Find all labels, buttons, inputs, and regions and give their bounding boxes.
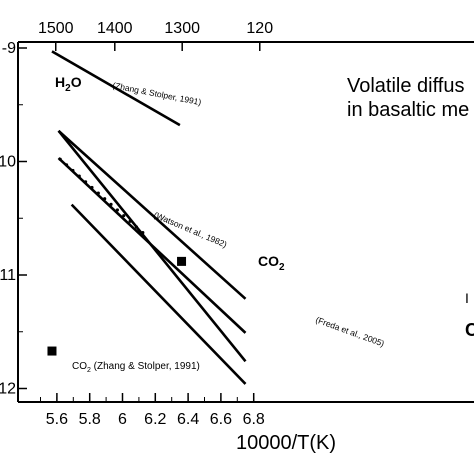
series-line-6 [58, 157, 149, 239]
top-tick-label: 1300 [164, 20, 200, 37]
watson-annotation: (Watson et al., 1982) [152, 210, 228, 250]
right-edge-label-1: I [465, 290, 469, 306]
right-edge-label-2: C [465, 320, 474, 340]
chart-title: Volatile diffus [347, 75, 465, 97]
data-point-square-1 [177, 256, 187, 266]
chart-title-line2: in basaltic me [347, 99, 469, 121]
legend-co2-label: CO2 (Zhang & Stolper, 1991) [72, 361, 200, 374]
y-ticks: -9 10 -11 12 [0, 40, 27, 398]
x-tick-label: 6.2 [144, 411, 166, 428]
x-ticks: 5.6 5.8 6 6.2 6.4 6.6 6.8 [40, 393, 265, 428]
x-tick-label: 5.6 [46, 411, 68, 428]
y-tick-label: -9 [2, 40, 16, 57]
y-tick-label: -11 [0, 267, 16, 284]
series-line-1 [51, 50, 181, 127]
top-tick-label: 120 [246, 20, 273, 37]
top-ticks: 1500 1400 1300 120 [38, 20, 273, 51]
x-axis-label: 10000/T(K) [236, 432, 336, 454]
x-tick-label: 6.6 [210, 411, 232, 428]
co2-label: CO2 [258, 253, 285, 273]
x-tick-label: 6 [118, 411, 127, 428]
series-line-2 [57, 129, 247, 300]
x-tick-label: 5.8 [79, 411, 101, 428]
y-tick-label: 12 [0, 381, 16, 398]
h2o-label: H2O [55, 74, 82, 94]
y-tick-label: 10 [0, 154, 16, 171]
top-tick-label: 1400 [97, 20, 133, 37]
data-point-square-2 [47, 346, 57, 356]
freda-annotation: (Freda et al., 2005) [314, 314, 386, 348]
plot-points [47, 256, 187, 356]
top-tick-label: 1500 [38, 20, 74, 37]
series-line-5 [70, 203, 247, 385]
x-tick-label: 6.8 [243, 411, 265, 428]
series-line-4 [57, 157, 247, 334]
plot-lines [51, 50, 247, 385]
x-tick-label: 6.4 [177, 411, 199, 428]
